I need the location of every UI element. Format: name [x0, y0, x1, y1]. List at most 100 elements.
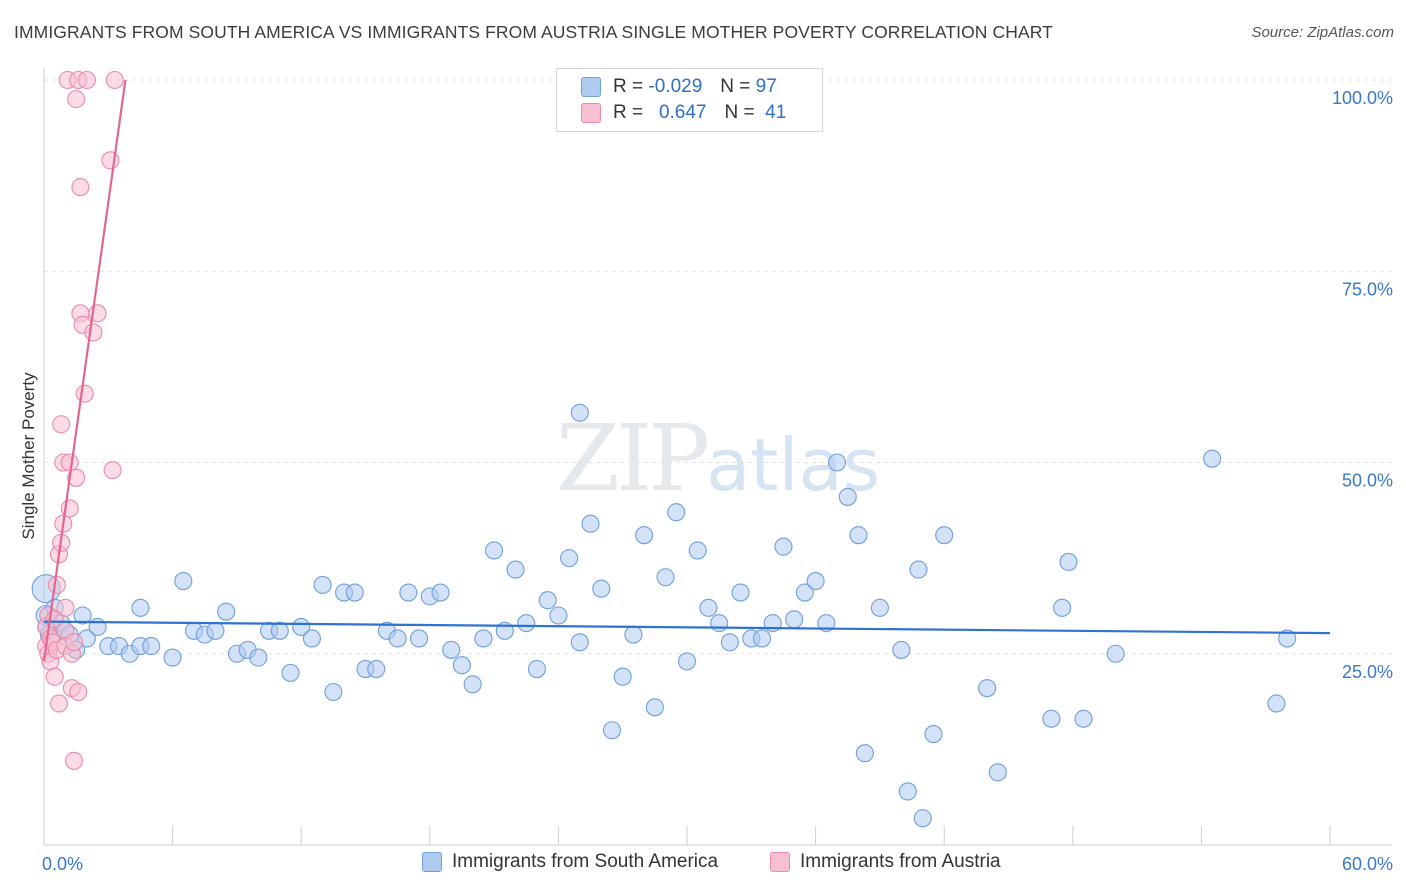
- data-point: [69, 682, 88, 702]
- data-point: [345, 583, 364, 602]
- legend-swatch-pink: [770, 852, 790, 872]
- data-point: [570, 633, 589, 652]
- data-point: [52, 415, 71, 434]
- data-point: [667, 503, 686, 522]
- data-point: [645, 698, 664, 717]
- data-point: [367, 659, 386, 679]
- r-label: R =: [613, 76, 644, 97]
- n-label: N =: [720, 76, 751, 97]
- pink-swatch: [581, 103, 601, 123]
- data-point: [795, 583, 814, 602]
- r-value: 0.647: [658, 102, 707, 123]
- south-america-points: [31, 403, 1297, 828]
- data-point: [84, 323, 103, 342]
- y-tick-label: 75.0%: [1342, 279, 1393, 299]
- data-point: [1106, 644, 1125, 663]
- data-point: [924, 725, 943, 744]
- legend: Immigrants from South America Immigrants…: [0, 851, 1406, 879]
- data-point: [270, 621, 289, 640]
- stat-row-austria: R = 0.647 N = 41: [581, 100, 786, 126]
- data-point: [56, 598, 75, 617]
- data-point: [635, 526, 654, 545]
- data-point: [217, 602, 236, 621]
- data-point: [47, 575, 66, 594]
- data-point: [570, 403, 589, 422]
- data-point: [774, 537, 793, 556]
- trend-line-south-america: [43, 620, 1331, 635]
- data-point: [1267, 694, 1286, 713]
- data-point: [442, 640, 461, 659]
- data-point: [838, 487, 857, 506]
- data-point: [67, 90, 86, 109]
- data-point: [602, 721, 622, 740]
- data-point: [592, 579, 611, 598]
- data-point: [313, 575, 332, 594]
- data-point: [909, 560, 928, 579]
- data-point: [75, 384, 94, 403]
- data-point: [1203, 449, 1222, 468]
- data-point: [699, 598, 718, 617]
- data-point: [549, 606, 568, 625]
- r-value: -0.029: [648, 76, 703, 97]
- data-point: [103, 461, 122, 480]
- data-point: [105, 70, 124, 90]
- data-point: [785, 610, 804, 629]
- axes: [43, 68, 1392, 846]
- legend-item-austria[interactable]: Immigrants from Austria: [770, 851, 1001, 873]
- data-point: [988, 763, 1007, 782]
- data-point: [827, 453, 847, 472]
- data-point: [60, 453, 79, 472]
- legend-item-south-america[interactable]: Immigrants from South America: [422, 851, 718, 873]
- data-point: [485, 541, 504, 560]
- data-point: [142, 637, 161, 656]
- data-point: [101, 151, 120, 170]
- trend-lines: [42, 79, 1331, 662]
- data-point: [560, 549, 579, 568]
- data-point: [1053, 598, 1072, 617]
- y-tick-label: 100.0%: [1332, 88, 1393, 108]
- data-point: [677, 652, 697, 671]
- stat-row-south-america: R = -0.029 N = 97: [581, 74, 777, 100]
- data-point: [77, 70, 96, 90]
- data-point: [324, 682, 343, 702]
- data-point: [898, 782, 917, 801]
- chart-title: IMMIGRANTS FROM SOUTH AMERICA VS IMMIGRA…: [14, 22, 1053, 42]
- data-point: [817, 614, 836, 633]
- r-label: R =: [613, 102, 644, 123]
- data-point: [978, 679, 997, 698]
- y-axis-label: Single Mother Poverty: [19, 372, 38, 540]
- n-value: 41: [765, 102, 787, 123]
- data-point: [452, 656, 472, 675]
- data-point: [855, 744, 874, 763]
- legend-label: Immigrants from Austria: [800, 851, 1001, 872]
- data-point: [806, 572, 825, 591]
- data-point: [752, 629, 772, 648]
- data-point: [292, 617, 311, 637]
- data-point: [581, 514, 600, 533]
- data-point: [710, 614, 729, 633]
- data-point: [870, 598, 889, 617]
- source-credit: Source: ZipAtlas.com: [1251, 24, 1394, 41]
- data-point: [71, 178, 90, 197]
- data-point: [67, 468, 86, 487]
- data-point: [538, 591, 557, 610]
- tick-labels: 25.0% 50.0% 75.0% 100.0% 0.0% 60.0% Single Mot…: [19, 88, 1393, 874]
- data-point: [1042, 709, 1061, 728]
- data-point: [431, 583, 450, 602]
- data-point: [174, 572, 193, 591]
- y-tick-label: 25.0%: [1342, 662, 1393, 682]
- data-point: [517, 614, 536, 633]
- data-point: [1278, 629, 1297, 648]
- data-point: [73, 606, 92, 625]
- n-label: N =: [724, 102, 755, 123]
- data-point: [302, 629, 321, 648]
- data-point: [849, 526, 868, 545]
- y-tick-label: 50.0%: [1342, 471, 1393, 491]
- x-tick-label-min: 0.0%: [42, 854, 83, 874]
- data-point: [913, 809, 932, 828]
- trend-line-austria: [42, 79, 127, 662]
- watermark-zip: ZIP: [556, 405, 710, 512]
- correlation-stats-box: R = -0.029 N = 97 R = 0.647 N = 41: [556, 68, 823, 132]
- data-point: [1074, 709, 1093, 728]
